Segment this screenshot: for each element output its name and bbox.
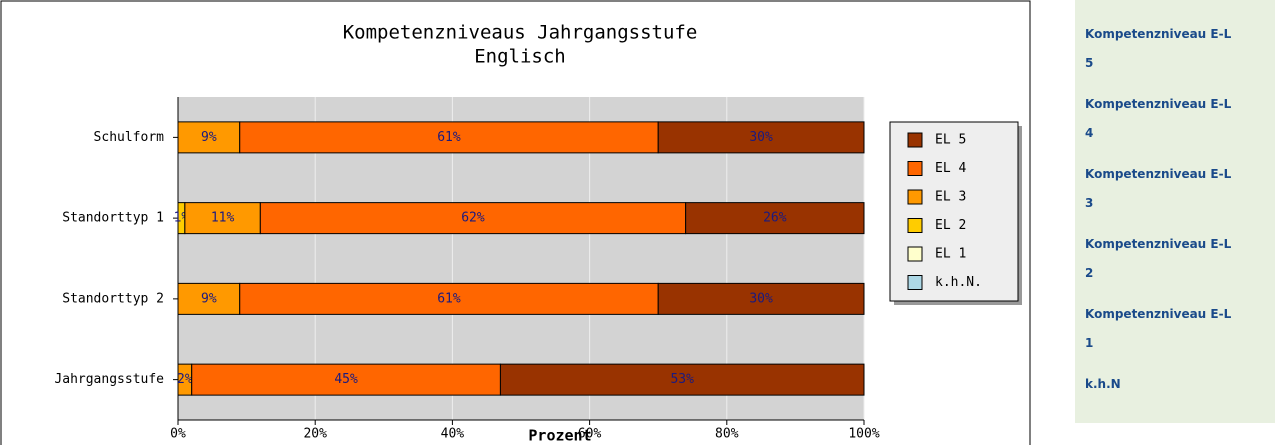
sidebar-link[interactable]: Kompetenzniveau E-L 1 bbox=[1085, 300, 1265, 358]
data-label: 30% bbox=[749, 291, 773, 306]
legend-box bbox=[889, 121, 1019, 302]
x-tick-label: 60% bbox=[578, 427, 602, 442]
legend-swatch bbox=[907, 218, 923, 233]
x-tick-label: 0% bbox=[170, 427, 186, 442]
legend-label: k.h.N. bbox=[935, 275, 982, 290]
legend-label: EL 1 bbox=[935, 247, 966, 262]
bar-segment bbox=[177, 282, 241, 315]
legend: EL 5 EL 4 EL 3 EL 2 EL 1 k.h.N. bbox=[889, 121, 1022, 305]
link-text: Kompetenzniveau E-L bbox=[1085, 167, 1232, 181]
data-label: 30% bbox=[749, 130, 773, 145]
legend-swatch bbox=[907, 161, 923, 176]
link-text: 4 bbox=[1085, 126, 1094, 140]
x-tick-label: 40% bbox=[441, 427, 465, 442]
legend-swatch bbox=[907, 275, 923, 290]
legend-swatch bbox=[907, 246, 923, 262]
link-text: Kompetenzniveau E-L bbox=[1085, 97, 1232, 111]
x-tick-label: 20% bbox=[303, 427, 327, 442]
bar-segment bbox=[499, 363, 865, 396]
data-label: 62% bbox=[461, 211, 485, 226]
y-tick-label: Standorttyp 1 bbox=[62, 211, 164, 226]
data-label: 2% bbox=[177, 372, 193, 387]
sidebar-link[interactable]: Kompetenzniveau E-L 3 bbox=[1085, 160, 1265, 218]
y-tick-label: Schulform bbox=[94, 130, 165, 145]
sidebar-link[interactable]: k.h.N bbox=[1085, 370, 1265, 399]
x-axis-label: Prozent bbox=[528, 427, 591, 445]
sidebar: Kompetenzniveau E-L 5 Kompetenzniveau E-L 4… bbox=[1075, 0, 1275, 423]
legend-label: EL 4 bbox=[935, 161, 966, 176]
link-text: 5 bbox=[1085, 56, 1094, 70]
link-text: 1 bbox=[1085, 336, 1094, 350]
data-label: 53% bbox=[670, 372, 694, 387]
link-text: Kompetenzniveau E-L bbox=[1085, 307, 1232, 321]
link-text: 3 bbox=[1085, 196, 1094, 210]
legend-swatch bbox=[907, 189, 923, 205]
sidebar-link[interactable]: Kompetenzniveau E-L 4 bbox=[1085, 90, 1265, 148]
legend-label: EL 3 bbox=[935, 190, 966, 205]
legend-label: EL 5 bbox=[935, 133, 966, 148]
y-tick-label: Jahrgangsstufe bbox=[54, 372, 164, 387]
bar-segment bbox=[239, 121, 659, 154]
sidebar-link[interactable]: Kompetenzniveau E-L 5 bbox=[1085, 20, 1265, 78]
y-tick-label: Standorttyp 2 bbox=[62, 291, 164, 306]
data-label: 61% bbox=[437, 291, 461, 306]
data-label: 9% bbox=[201, 291, 217, 306]
data-label: 9% bbox=[201, 130, 217, 145]
legend-swatch bbox=[907, 132, 923, 148]
link-text: Kompetenzniveau E-L bbox=[1085, 237, 1232, 251]
link-text: k.h.N bbox=[1085, 377, 1121, 391]
bar-segment bbox=[239, 282, 659, 315]
bar-segment bbox=[685, 202, 865, 235]
bar-segment bbox=[177, 121, 241, 154]
x-tick-label: 100% bbox=[848, 427, 879, 442]
x-tick-label: 80% bbox=[715, 427, 739, 442]
bar-segment bbox=[657, 121, 865, 154]
chart: Kompetenzniveaus Jahrgangsstufe Englisch… bbox=[0, 0, 1031, 445]
link-text: 2 bbox=[1085, 266, 1094, 280]
sidebar-link[interactable]: Kompetenzniveau E-L 2 bbox=[1085, 230, 1265, 288]
bar-segment bbox=[259, 202, 687, 235]
data-label: 26% bbox=[763, 211, 787, 226]
chart-title: Kompetenzniveaus Jahrgangsstufe bbox=[343, 22, 698, 44]
data-label: 45% bbox=[334, 372, 358, 387]
data-label: 61% bbox=[437, 130, 461, 145]
chart-subtitle: Englisch bbox=[474, 46, 566, 68]
bar-segment bbox=[657, 282, 865, 315]
bar-segment bbox=[184, 202, 261, 235]
link-text: Kompetenzniveau E-L bbox=[1085, 27, 1232, 41]
data-label: 11% bbox=[211, 211, 235, 226]
bar-segment bbox=[191, 363, 501, 396]
legend-label: EL 2 bbox=[935, 218, 966, 233]
